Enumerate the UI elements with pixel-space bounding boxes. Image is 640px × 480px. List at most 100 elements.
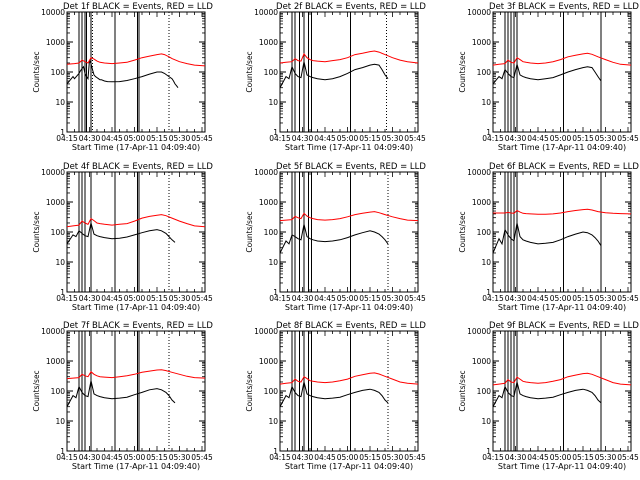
detector-panel: Det 7f BLACK = Events, RED = LLD 1 10 100 10…: [32, 321, 213, 471]
lld-series-line: [279, 372, 419, 385]
y-tick-label: 10000: [41, 8, 65, 17]
y-tick-label: 10: [268, 417, 278, 426]
x-tick-label: 04:45: [527, 294, 549, 303]
x-tick-label: 05:15: [146, 134, 168, 143]
events-series-line: [492, 222, 602, 254]
x-tick-label: 04:15: [56, 453, 78, 462]
lld-series-line: [493, 208, 632, 215]
y-axis-label: Counts/sec: [32, 370, 41, 411]
y-tick-label: 1000: [46, 357, 65, 366]
y-tick-label: 10: [55, 417, 65, 426]
x-tick-label: 04:30: [292, 134, 314, 143]
x-tick-label: 05:45: [404, 294, 426, 303]
x-tick-label: 05:45: [191, 294, 213, 303]
x-tick-label: 05:45: [617, 134, 639, 143]
x-tick-label: 04:45: [527, 134, 549, 143]
detector-panel: Det 3f BLACK = Events, RED = LLD 1 10 100 10…: [458, 2, 639, 152]
detector-panel: Det 9f BLACK = Events, RED = LLD 1 10 100 10…: [458, 321, 639, 471]
x-tick-label: 04:30: [79, 294, 101, 303]
x-tick-label: 04:45: [314, 453, 336, 462]
x-tick-label: 04:45: [101, 453, 123, 462]
y-axis-label: Counts/sec: [245, 51, 254, 92]
x-tick-label: 05:00: [550, 453, 572, 462]
x-tick-label: 04:30: [79, 453, 101, 462]
lld-series-line: [66, 369, 206, 380]
plot-frame: [279, 11, 419, 133]
y-axis-label: Counts/sec: [245, 211, 254, 252]
y-tick-label: 10000: [254, 327, 278, 336]
plot-frame: [279, 171, 419, 293]
x-tick-label: 04:15: [482, 294, 504, 303]
x-tick-label: 05:30: [382, 294, 404, 303]
x-axis-label: Start Time (17-Apr-11 04:09:40): [498, 143, 626, 152]
x-tick-label: 05:00: [550, 134, 572, 143]
y-tick-label: 100: [264, 228, 279, 237]
x-tick-label: 04:30: [292, 294, 314, 303]
x-tick-label: 05:45: [617, 453, 639, 462]
detector-panel: Det 8f BLACK = Events, RED = LLD 1 10 100 10…: [245, 321, 426, 471]
x-tick-label: 05:15: [146, 294, 168, 303]
x-tick-label: 04:45: [314, 134, 336, 143]
events-series-line: [492, 381, 602, 407]
x-tick-label: 04:15: [482, 453, 504, 462]
x-tick-label: 05:30: [382, 453, 404, 462]
panel-title: Det 2f BLACK = Events, RED = LLD: [276, 2, 426, 12]
x-tick-label: 04:15: [56, 294, 78, 303]
y-tick-label: 1000: [259, 357, 278, 366]
y-tick-label: 100: [477, 228, 492, 237]
x-tick-label: 05:00: [337, 453, 359, 462]
plot-frame: [66, 11, 206, 133]
y-tick-label: 10000: [254, 8, 278, 17]
events-series-line: [279, 61, 389, 88]
y-tick-label: 100: [51, 387, 66, 396]
y-tick-label: 10: [481, 258, 491, 267]
x-axis-label: Start Time (17-Apr-11 04:09:40): [285, 462, 413, 471]
detector-panel: Det 5f BLACK = Events, RED = LLD 1 10 100 10…: [245, 162, 426, 312]
x-tick-label: 05:45: [617, 294, 639, 303]
x-tick-label: 04:15: [269, 134, 291, 143]
y-tick-label: 100: [477, 68, 492, 77]
x-tick-label: 05:00: [337, 294, 359, 303]
y-tick-label: 1: [60, 447, 65, 456]
lld-series-line: [66, 214, 206, 228]
x-tick-label: 04:15: [269, 453, 291, 462]
x-tick-label: 05:30: [595, 134, 617, 143]
y-tick-label: 10000: [254, 168, 278, 177]
x-tick-label: 05:30: [595, 294, 617, 303]
events-series-line: [492, 64, 602, 85]
y-axis-label: Counts/sec: [458, 370, 467, 411]
x-tick-label: 05:15: [572, 453, 594, 462]
y-tick-label: 1000: [259, 198, 278, 207]
panel-title: Det 5f BLACK = Events, RED = LLD: [276, 162, 426, 172]
panel-title: Det 3f BLACK = Events, RED = LLD: [489, 2, 639, 12]
x-tick-label: 05:15: [146, 453, 168, 462]
panel-title: Det 7f BLACK = Events, RED = LLD: [63, 321, 213, 331]
x-tick-label: 05:45: [191, 134, 213, 143]
y-tick-label: 10: [481, 417, 491, 426]
x-tick-label: 05:00: [550, 294, 572, 303]
x-tick-label: 04:15: [482, 134, 504, 143]
y-tick-label: 10: [268, 258, 278, 267]
lld-series-line: [279, 211, 419, 222]
detector-panel: Det 4f BLACK = Events, RED = LLD 1 10 100 10…: [32, 162, 213, 312]
y-tick-label: 100: [264, 387, 279, 396]
y-tick-label: 10: [55, 98, 65, 107]
x-tick-label: 05:45: [191, 453, 213, 462]
lld-series-line: [492, 372, 632, 386]
lld-series-line: [279, 50, 419, 64]
x-tick-label: 04:15: [56, 134, 78, 143]
x-tick-label: 04:30: [292, 453, 314, 462]
y-tick-label: 10000: [41, 168, 65, 177]
lld-series-line: [66, 53, 206, 67]
x-tick-label: 04:30: [505, 294, 527, 303]
detector-panel: Det 1f BLACK = Events, RED = LLD 1 10 100 10…: [32, 2, 213, 152]
plot-frame: [66, 330, 206, 452]
x-tick-label: 04:45: [314, 294, 336, 303]
plot-frame: [66, 171, 206, 293]
x-axis-label: Start Time (17-Apr-11 04:09:40): [285, 143, 413, 152]
y-tick-label: 1000: [472, 38, 491, 47]
detector-panel: Det 6f BLACK = Events, RED = LLD 1 10 100 10…: [458, 162, 639, 312]
x-axis-label: Start Time (17-Apr-11 04:09:40): [72, 143, 200, 152]
y-tick-label: 1000: [472, 357, 491, 366]
